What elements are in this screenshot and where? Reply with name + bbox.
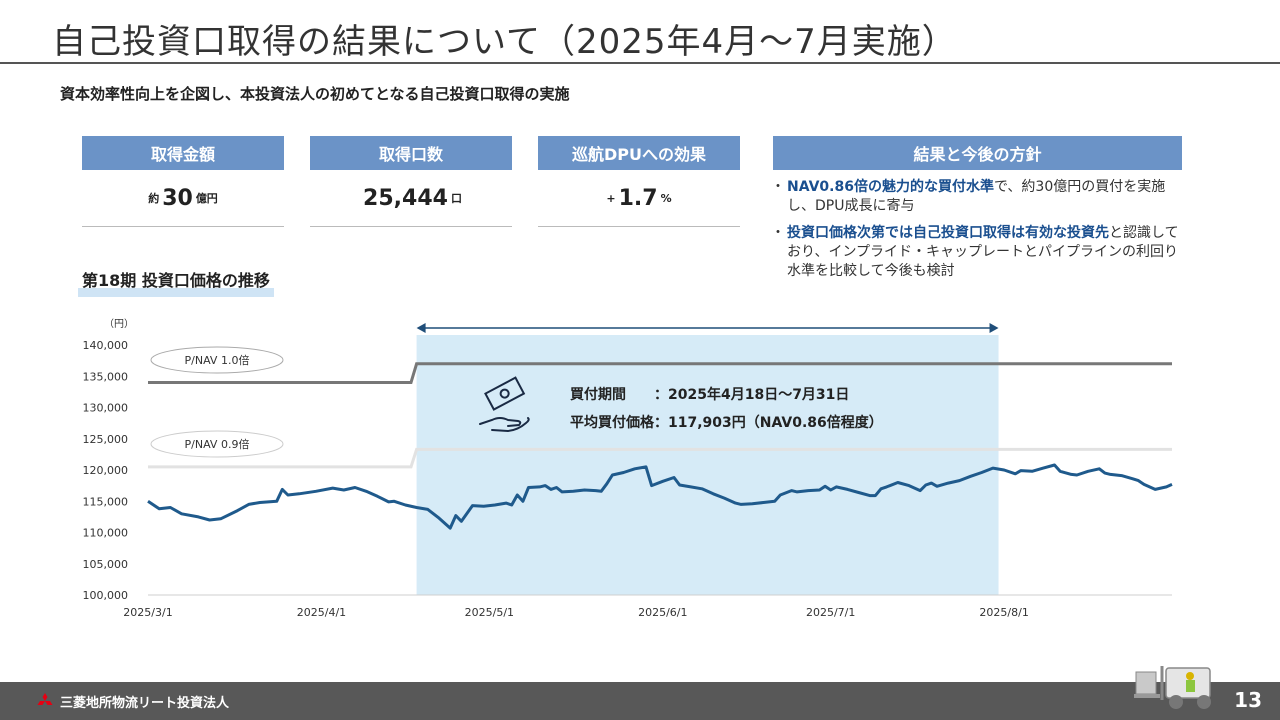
page-title: 自己投資口取得の結果について（2025年4月～7月実施） xyxy=(52,22,957,62)
result-bullet: 投資口価格次第では自己投資口取得は有効な投資先と認識しており、インプライド・キャ… xyxy=(771,224,1182,281)
page-subtitle: 資本効率性向上を企図し、本投資法人の初めてとなる自己投資口取得の実施 xyxy=(60,85,570,103)
buyback-period-band xyxy=(416,335,999,595)
price-chart: 100,000 105,000 110,000 115,000 120,000 125,0… xyxy=(83,318,1173,619)
x-tick-label: 2025/3/1 xyxy=(123,606,172,619)
y-axis-unit: （円） xyxy=(104,318,134,330)
bullet-text: と認識しており、インプライド・キャップレートとパイプラインの利回り水準を比較して… xyxy=(787,225,1179,279)
chart-section-label: 第18期 投資口価格の推移 xyxy=(78,265,274,297)
y-tick-label: 135,000 xyxy=(83,370,129,383)
arrow-head-left xyxy=(416,323,426,333)
kpi-header: 取得金額 xyxy=(82,136,284,170)
y-tick-label: 110,000 xyxy=(83,527,129,540)
y-axis: 100,000 105,000 110,000 115,000 120,000 125,0… xyxy=(83,339,129,602)
kpi-prefix: 約 xyxy=(148,192,160,205)
kpi-value-row: + 1.7 % xyxy=(538,170,740,227)
x-tick-label: 2025/5/1 xyxy=(465,606,514,619)
kpi-value-row: 約 30 億円 xyxy=(82,170,284,227)
kpi-units-acquired: 取得口数 25,444 口 xyxy=(310,136,512,227)
y-tick-label: 125,000 xyxy=(83,433,129,446)
page-number: 13 xyxy=(1234,688,1262,712)
kpi-value-row: 25,444 口 xyxy=(310,170,512,227)
nav-0-9-label-badge xyxy=(150,430,284,458)
nav-1-0-label-text: P/NAV 1.0倍 xyxy=(185,353,250,367)
result-panel: 結果と今後の方針 NAV0.86倍の魅力的な買付水準で、約30億円の買付を実施し… xyxy=(771,136,1182,281)
kpi-acquisition-amount: 取得金額 約 30 億円 xyxy=(82,136,284,227)
kpi-value: 25,444 xyxy=(363,185,448,211)
nav-0-9-line xyxy=(148,447,1172,469)
nav-0-9-label: P/NAV 0.9倍 xyxy=(150,430,284,458)
money-hand-icon xyxy=(479,376,530,433)
x-tick-label: 2025/8/1 xyxy=(979,606,1028,619)
y-tick-label: 140,000 xyxy=(83,339,129,352)
kpi-prefix: + xyxy=(606,191,616,205)
average-price-text: 平均買付価格：117,903円（NAV0.86倍程度） xyxy=(570,414,883,431)
arrow-head-right xyxy=(989,323,999,333)
y-tick-label: 115,000 xyxy=(83,495,129,508)
kpi-header: 巡航DPUへの効果 xyxy=(538,136,740,170)
title-divider xyxy=(0,62,1280,64)
company-name: 三菱地所物流リート投資法人 xyxy=(60,696,230,711)
y-tick-label: 130,000 xyxy=(83,402,129,415)
mitsubishi-logo-icon xyxy=(37,693,53,705)
kpi-dpu-effect: 巡航DPUへの効果 + 1.7 % xyxy=(538,136,740,227)
y-tick-label: 105,000 xyxy=(83,558,129,571)
nav-1-0-line xyxy=(148,362,1172,384)
nav-1-0-label: P/NAV 1.0倍 xyxy=(150,346,284,374)
kpi-suffix: 口 xyxy=(450,192,462,205)
kpi-value: 30 xyxy=(162,185,193,211)
nav-1-0-label-badge xyxy=(150,346,284,374)
bullet-highlight: NAV0.86倍の魅力的な買付水準 xyxy=(787,179,994,195)
bullet-highlight: 投資口価格次第では自己投資口取得は有効な投資先 xyxy=(787,225,1109,241)
y-tick-label: 100,000 xyxy=(83,589,129,602)
x-tick-label: 2025/6/1 xyxy=(638,606,687,619)
footer-bar: 三菱地所物流リート投資法人 13 xyxy=(0,682,1280,720)
forklift-icon xyxy=(1134,666,1211,709)
bullet-text: で、約30億円の買付を実施し、DPU成長に寄与 xyxy=(787,179,1166,214)
kpi-value: 1.7 xyxy=(618,185,658,211)
y-tick-label: 120,000 xyxy=(83,464,129,477)
kpi-header: 取得口数 xyxy=(310,136,512,170)
nav-0-9-label-text: P/NAV 0.9倍 xyxy=(185,437,250,451)
series-layer xyxy=(147,362,1173,530)
buyback-period-text: 買付期間 ：2025年4月18日～7月31日 xyxy=(570,386,849,403)
buyback-period-arrow xyxy=(416,323,999,333)
result-bullet: NAV0.86倍の魅力的な買付水準で、約30億円の買付を実施し、DPU成長に寄与 xyxy=(771,178,1182,216)
kpi-suffix: % xyxy=(660,191,672,205)
kpi-suffix: 億円 xyxy=(195,192,218,205)
x-tick-label: 2025/4/1 xyxy=(297,606,346,619)
result-header: 結果と今後の方針 xyxy=(773,136,1182,170)
price-line xyxy=(147,463,1173,530)
x-tick-label: 2025/7/1 xyxy=(806,606,855,619)
x-axis: 2025/3/1 2025/4/1 2025/5/1 2025/6/1 2025/7/1… xyxy=(123,606,1029,619)
